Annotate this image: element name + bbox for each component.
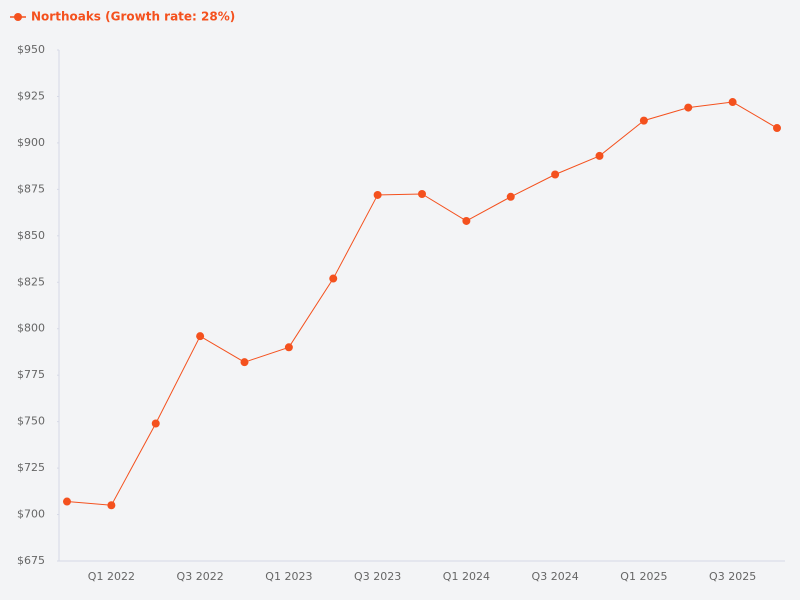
point bbox=[373, 190, 382, 199]
x-tick-label: Q1 2023 bbox=[265, 570, 312, 583]
point bbox=[418, 190, 426, 199]
x-tick-label: Q3 2023 bbox=[354, 570, 401, 583]
point bbox=[151, 419, 160, 428]
point bbox=[329, 274, 338, 283]
point bbox=[595, 151, 604, 160]
y-tick-label: $750 bbox=[17, 415, 45, 428]
point bbox=[284, 343, 293, 352]
point bbox=[551, 170, 560, 179]
y-tick-label: $800 bbox=[17, 322, 45, 335]
point bbox=[773, 124, 781, 133]
y-tick-label: $725 bbox=[17, 461, 45, 474]
x-tick-label: Q1 2022 bbox=[88, 570, 135, 583]
y-tick-label: $875 bbox=[17, 182, 45, 195]
y-tick-label: $925 bbox=[17, 89, 45, 102]
point bbox=[684, 103, 693, 112]
point bbox=[107, 501, 116, 510]
point bbox=[240, 358, 249, 367]
y-tick-label: $950 bbox=[17, 43, 45, 56]
x-tick-label: Q1 2025 bbox=[620, 570, 667, 583]
point bbox=[63, 497, 71, 506]
y-tick-label: $825 bbox=[17, 275, 45, 288]
x-tick-label: Q3 2025 bbox=[709, 570, 756, 583]
point bbox=[728, 98, 737, 107]
y-tick-label: $850 bbox=[17, 229, 45, 242]
y-tick-label: $900 bbox=[17, 136, 45, 149]
y-tick-label: $675 bbox=[17, 554, 45, 567]
point bbox=[639, 116, 648, 125]
x-tick-label: Q1 2024 bbox=[443, 570, 490, 583]
x-tick-label: Q3 2024 bbox=[532, 570, 579, 583]
y-tick-label: $700 bbox=[17, 508, 45, 521]
point bbox=[506, 192, 515, 201]
legend-marker bbox=[14, 13, 22, 21]
point bbox=[196, 332, 205, 341]
legend-label: Northoaks (Growth rate: 28%) bbox=[31, 10, 235, 24]
y-tick-label: $775 bbox=[17, 368, 45, 381]
x-tick-label: Q3 2022 bbox=[177, 570, 224, 583]
point bbox=[462, 216, 471, 225]
